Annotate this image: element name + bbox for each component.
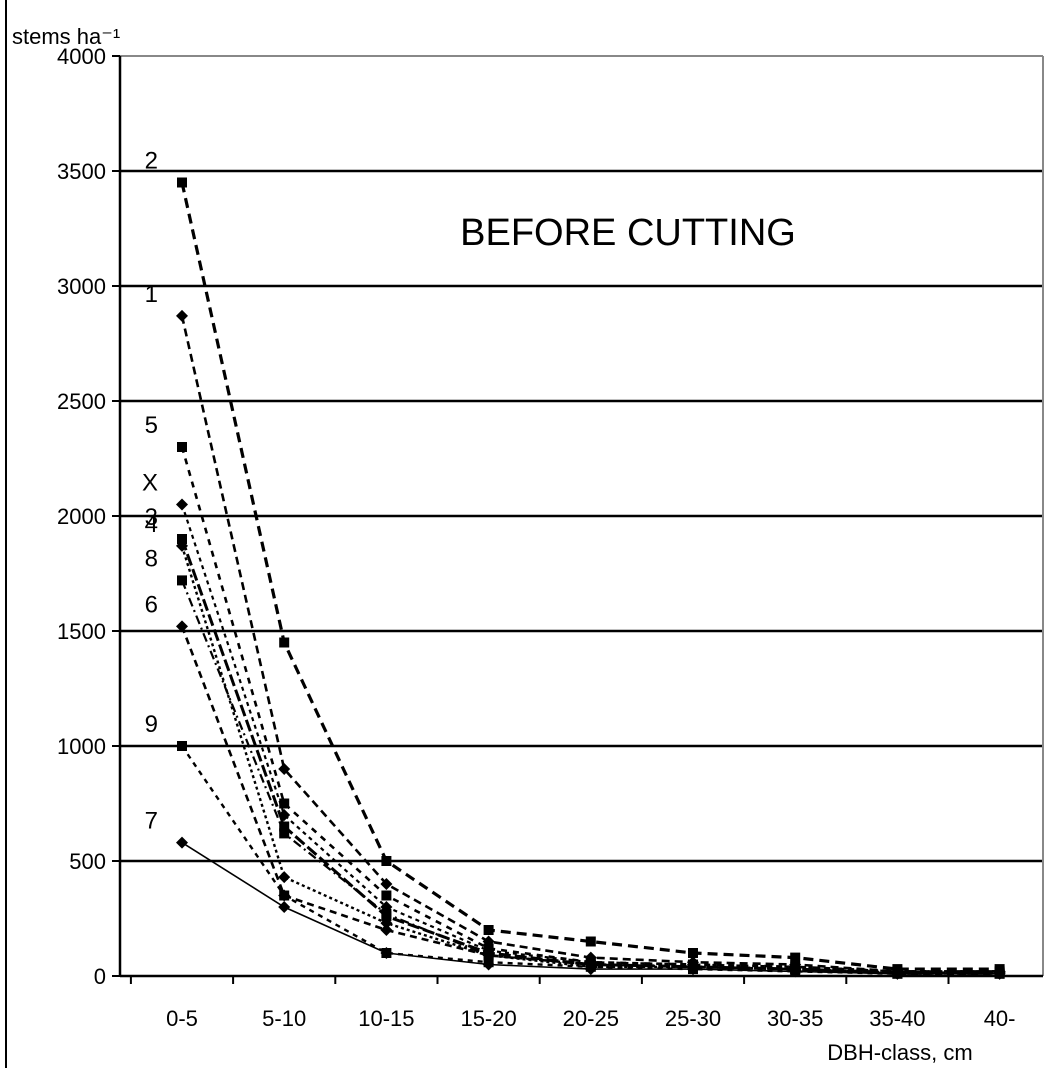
y-tick-label: 1500 — [57, 619, 106, 644]
x-tick-label: 10-15 — [358, 1006, 414, 1031]
data-point — [177, 534, 187, 544]
data-point — [177, 442, 187, 452]
data-point — [789, 965, 802, 978]
y-tick-label: 3000 — [57, 274, 106, 299]
series-label: X — [142, 470, 158, 497]
series-label: 9 — [145, 711, 158, 738]
data-point — [381, 890, 392, 901]
y-tick-label: 4000 — [57, 44, 106, 69]
data-point — [279, 821, 290, 832]
data-point — [278, 901, 291, 913]
series-label: 2 — [145, 148, 158, 175]
y-tick-label: 1000 — [57, 734, 106, 759]
data-point — [687, 963, 699, 976]
data-point — [177, 177, 187, 188]
series-label: 4 — [145, 511, 158, 538]
data-point — [584, 963, 597, 976]
annotation-before-cutting: BEFORE CUTTING — [460, 212, 796, 254]
data-point — [483, 925, 494, 935]
series-label: 8 — [145, 545, 158, 572]
data-point — [993, 967, 1006, 980]
series-7: 7 — [145, 808, 1006, 980]
y-tick-label: 3500 — [57, 159, 106, 184]
y-tick-label: 0 — [94, 964, 106, 989]
data-point — [176, 620, 188, 633]
data-point — [176, 498, 188, 511]
data-point — [891, 967, 904, 980]
data-point — [279, 798, 290, 809]
series-label: 5 — [145, 412, 158, 439]
data-point — [279, 637, 290, 648]
data-point — [177, 741, 187, 751]
data-point — [380, 947, 393, 959]
series-line — [180, 182, 1000, 971]
data-point — [176, 539, 188, 552]
gridlines — [120, 169, 1043, 863]
series-label: 3 — [145, 504, 158, 531]
series-2: 2 — [145, 148, 1005, 975]
series-label: 6 — [145, 591, 158, 618]
data-point — [380, 878, 393, 890]
data-point — [790, 952, 801, 963]
x-tick-label: 30-35 — [767, 1006, 823, 1031]
y-tick-label: 500 — [69, 849, 106, 874]
data-point — [176, 836, 188, 849]
x-tick-label: 5-10 — [262, 1006, 306, 1031]
series-layer: 2 1 5 X 34 8 6 9 7 — [142, 148, 1006, 980]
x-tick-label: 35-40 — [869, 1006, 925, 1031]
data-point — [176, 309, 188, 322]
data-point — [381, 908, 392, 919]
data-point — [585, 936, 596, 947]
y-axis-title: stems ha⁻¹ — [12, 24, 120, 49]
data-point — [381, 856, 392, 866]
x-tick-label: 40- — [984, 1006, 1016, 1031]
data-point — [380, 924, 393, 936]
data-point — [279, 890, 290, 901]
data-point — [688, 948, 698, 958]
x-tick-label: 0-5 — [166, 1006, 198, 1031]
x-tick-label: 15-20 — [460, 1006, 516, 1031]
series-label: 7 — [145, 808, 158, 835]
data-point — [177, 575, 187, 586]
data-point — [482, 958, 495, 971]
data-point — [278, 763, 291, 775]
y-tick-label: 2000 — [57, 504, 106, 529]
series-line — [180, 446, 1000, 973]
data-point — [278, 871, 291, 884]
series-label: 1 — [145, 281, 158, 308]
data-point — [279, 828, 290, 839]
x-tick-label: 25-30 — [665, 1006, 721, 1031]
axes: 0 500 1000 1500 2000 2500 3000 3500 4000 0-5 5-10 1… — [5, 0, 1044, 1068]
x-axis-title: DBH-class, cm — [827, 1040, 972, 1065]
data-point — [380, 917, 393, 930]
y-tick-label: 2500 — [57, 389, 106, 414]
x-tick-label: 20-25 — [563, 1006, 619, 1031]
